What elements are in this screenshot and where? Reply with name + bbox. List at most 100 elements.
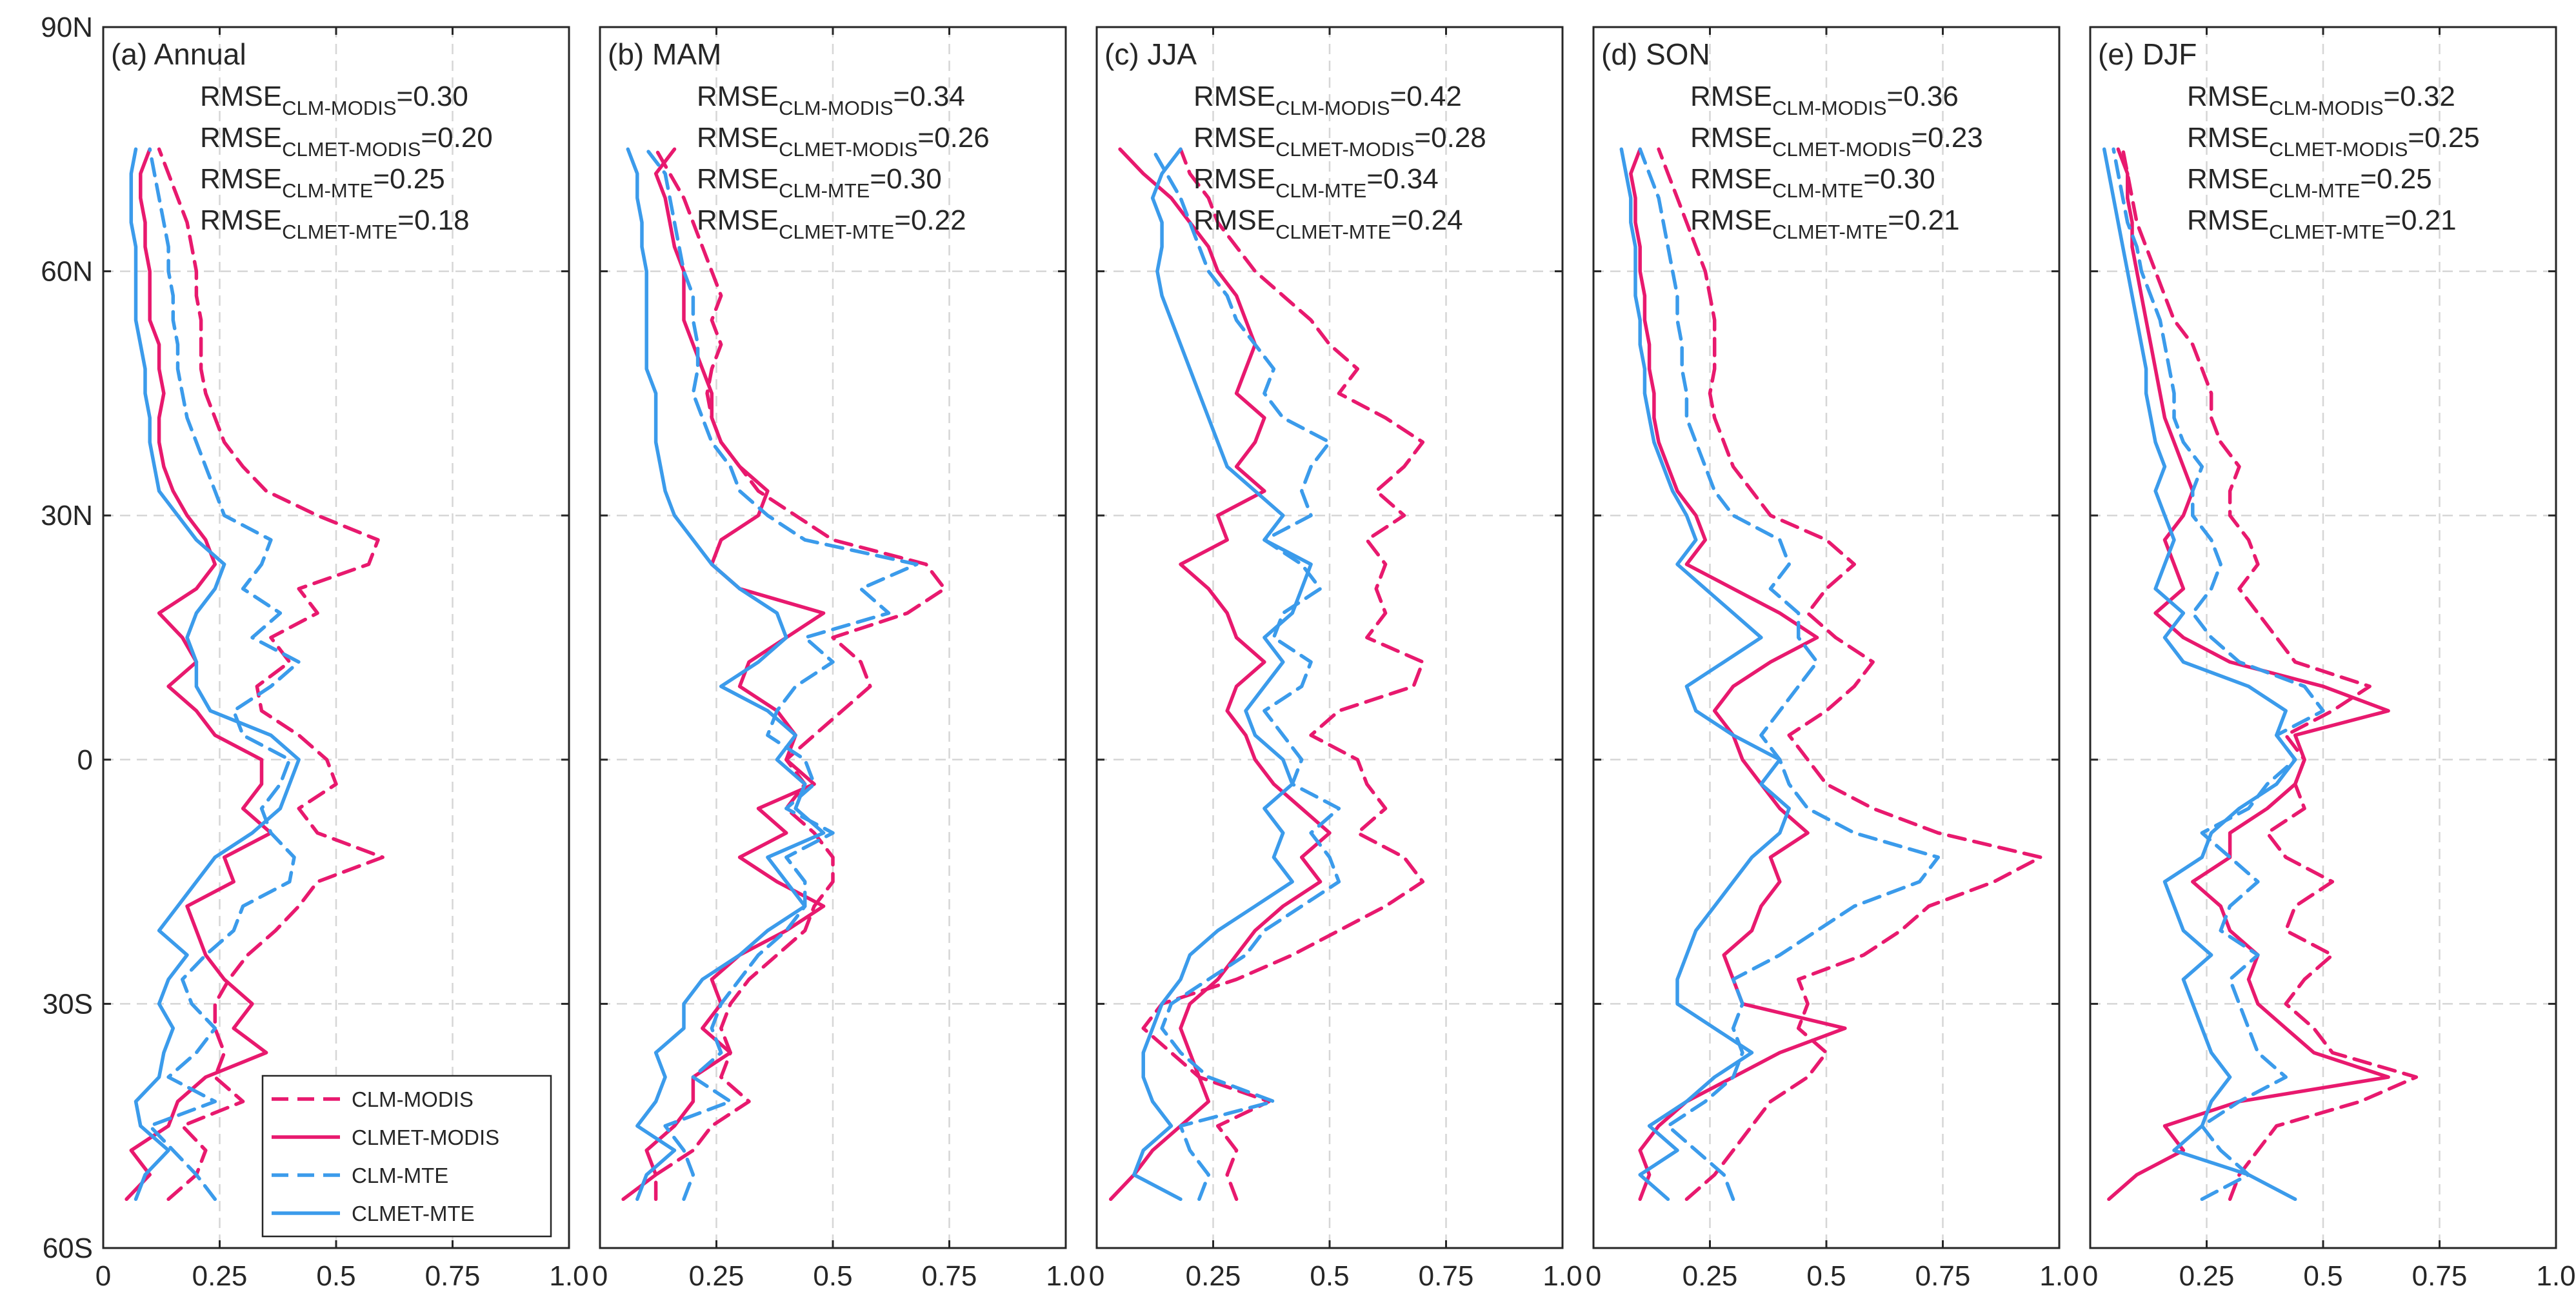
- x-tick-label: 0.5: [1806, 1260, 1846, 1292]
- y-tick-label: 0: [77, 744, 93, 776]
- rmse-value: =0.22: [894, 204, 966, 236]
- rmse-value: =0.28: [1414, 122, 1486, 154]
- rmse-annotation: RMSECLM-MTE=0.25: [2187, 163, 2432, 202]
- x-tick-label: 0.5: [813, 1260, 852, 1292]
- series-line-clmet-modis: [621, 147, 826, 1202]
- rmse-annotation: RMSECLM-MTE=0.30: [697, 163, 942, 202]
- panel-title: (c) JJA: [1104, 37, 1197, 71]
- series-line-clmet-mte: [2102, 147, 2297, 1202]
- x-tick-label: 1.0: [1046, 1260, 1085, 1292]
- series-lines: [125, 147, 384, 1202]
- rmse-value: =0.34: [1366, 163, 1438, 195]
- series-lines: [1619, 147, 2042, 1202]
- rmse-annotation: RMSECLMET-MTE=0.22: [697, 204, 966, 243]
- rmse-label: RMSE: [200, 122, 282, 154]
- rmse-subscript: CLMET-MTE: [779, 221, 894, 243]
- rmse-annotation: RMSECLMET-MTE=0.24: [1193, 204, 1463, 243]
- rmse-subscript: CLMET-MODIS: [1772, 138, 1911, 161]
- rmse-label: RMSE: [1690, 122, 1772, 154]
- legend-entry: CLMET-MODIS: [352, 1125, 499, 1149]
- rmse-value: =0.21: [1888, 204, 1959, 236]
- rmse-subscript: CLM-MODIS: [1275, 97, 1390, 119]
- series-line-clm-modis: [654, 147, 947, 1202]
- series-line-clm-mte: [1638, 147, 1941, 1202]
- series-line-clm-mte: [1150, 147, 1341, 1202]
- rmse-label: RMSE: [200, 204, 282, 236]
- x-tick-label: 0.25: [2179, 1260, 2235, 1292]
- rmse-subscript: CLMET-MTE: [282, 221, 397, 243]
- rmse-label: RMSE: [697, 163, 779, 195]
- series-line-clmet-mte: [626, 147, 826, 1202]
- rmse-label: RMSE: [697, 204, 779, 236]
- rmse-subscript: CLM-MTE: [1275, 179, 1366, 202]
- rmse-annotation: RMSECLMET-MTE=0.18: [200, 204, 470, 243]
- rmse-annotation: RMSECLM-MTE=0.25: [200, 163, 445, 202]
- x-tick-label: 0.75: [922, 1260, 977, 1292]
- rmse-annotation: RMSECLMET-MODIS=0.25: [2187, 122, 2480, 161]
- y-tick-label: 30N: [41, 500, 93, 531]
- rmse-value: =0.42: [1390, 81, 1462, 112]
- rmse-subscript: CLMET-MTE: [1772, 221, 1888, 243]
- rmse-value: =0.21: [2384, 204, 2456, 236]
- series-line-clmet-mte: [129, 147, 301, 1202]
- rmse-label: RMSE: [2187, 204, 2269, 236]
- panel-3: 0 0.25 0.5 0.75 1.0(c) JJARMSECLM-MODIS=0.42…: [1089, 26, 1583, 1292]
- x-tick-label: 1.0: [2536, 1260, 2575, 1292]
- series-line-clm-modis: [157, 147, 384, 1202]
- y-tick-label: 60S: [43, 1233, 93, 1264]
- rmse-annotation: RMSECLMET-MTE=0.21: [1690, 204, 1960, 243]
- rmse-value: =0.25: [2408, 122, 2479, 154]
- panel-1: 0 0.25 0.5 0.75 1.0 60S 30S 0 30N 60N 90N (a) Annua…: [41, 12, 588, 1292]
- rmse-subscript: CLM-MODIS: [779, 97, 893, 119]
- rmse-annotation: RMSECLM-MTE=0.30: [1690, 163, 1935, 202]
- rmse-value: =0.32: [2384, 81, 2455, 112]
- x-tick-label: 0.25: [1682, 1260, 1738, 1292]
- legend-box: [261, 1075, 552, 1238]
- x-tick-label: 1.0: [549, 1260, 588, 1292]
- rmse-label: RMSE: [200, 81, 282, 112]
- rmse-label: RMSE: [1690, 163, 1772, 195]
- rmse-annotation: RMSECLM-MODIS=0.32: [2187, 81, 2455, 119]
- rmse-subscript: CLMET-MTE: [1275, 221, 1391, 243]
- x-tick-label: 0: [95, 1260, 111, 1292]
- series-line-clm-modis: [2121, 147, 2419, 1202]
- series-line-clmet-mte: [1132, 147, 1313, 1202]
- rmse-value: =0.23: [1911, 122, 1982, 154]
- rmse-value: =0.18: [397, 204, 469, 236]
- legend-entry: CLM-MTE: [352, 1164, 448, 1187]
- panel-2: 0 0.25 0.5 0.75 1.0(b) MAMRMSECLM-MODIS=0.34…: [592, 26, 1086, 1292]
- x-tick-label: 0: [1586, 1260, 1601, 1292]
- rmse-annotation: RMSECLMET-MTE=0.21: [2187, 204, 2457, 243]
- rmse-subscript: CLMET-MODIS: [282, 138, 421, 161]
- series-line-clm-mte: [2112, 147, 2325, 1202]
- x-tick-label: 0: [2082, 1260, 2098, 1292]
- x-tick-label: 0.25: [192, 1260, 248, 1292]
- rmse-annotation: RMSECLMET-MODIS=0.23: [1690, 122, 1983, 161]
- rmse-subscript: CLM-MTE: [2269, 179, 2360, 202]
- panel-5: 0 0.25 0.5 0.75 1.0(e) DJFRMSECLM-MODIS=0.32…: [2082, 26, 2576, 1292]
- rmse-value: =0.30: [1863, 163, 1935, 195]
- x-tick-label: 1.0: [1543, 1260, 1582, 1292]
- rmse-subscript: CLM-MTE: [779, 179, 870, 202]
- rmse-label: RMSE: [2187, 163, 2269, 195]
- series-line-clm-modis: [1657, 147, 2042, 1202]
- rmse-value: =0.34: [894, 81, 965, 112]
- rmse-annotation: RMSECLM-MODIS=0.34: [697, 81, 965, 119]
- x-tick-label: 0: [592, 1260, 608, 1292]
- legend-entry: CLM-MODIS: [352, 1087, 474, 1111]
- panels-group: 0 0.25 0.5 0.75 1.0 60S 30S 0 30N 60N 90N (a) Annua…: [41, 12, 2575, 1292]
- panel-title: (e) DJF: [2098, 37, 2197, 71]
- x-tick-label: 0.75: [2412, 1260, 2468, 1292]
- x-tick-label: 0.75: [1915, 1260, 1971, 1292]
- rmse-label: RMSE: [2187, 122, 2269, 154]
- x-tick-label: 0: [1089, 1260, 1104, 1292]
- x-tick-label: 1.0: [2039, 1260, 2079, 1292]
- series-lines: [621, 147, 947, 1202]
- rmse-annotation: RMSECLMET-MODIS=0.28: [1193, 122, 1486, 161]
- series-line-clm-mte: [148, 147, 301, 1202]
- rmse-label: RMSE: [1193, 81, 1275, 112]
- panel-4: 0 0.25 0.5 0.75 1.0(d) SONRMSECLM-MODIS=0.36…: [1586, 26, 2079, 1292]
- rmse-label: RMSE: [2187, 81, 2269, 112]
- rmse-subscript: CLMET-MODIS: [1275, 138, 1414, 161]
- x-tick-label: 0.25: [689, 1260, 744, 1292]
